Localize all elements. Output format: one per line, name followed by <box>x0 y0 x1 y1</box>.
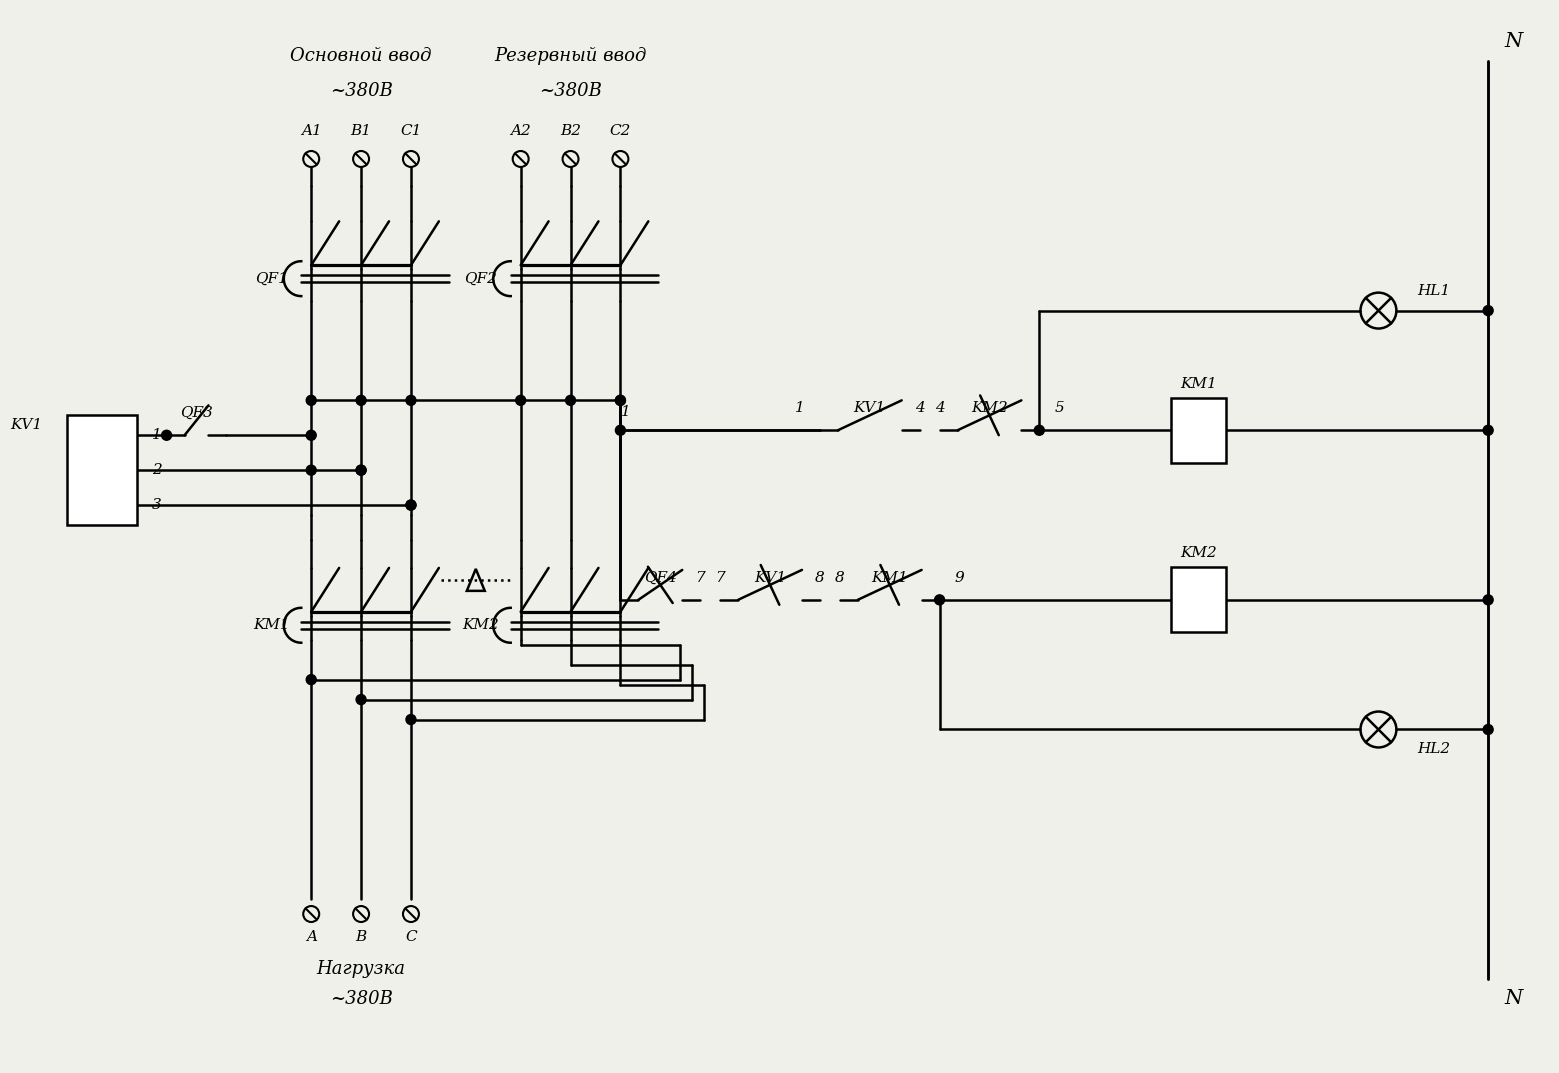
Circle shape <box>306 395 316 406</box>
Circle shape <box>355 466 366 475</box>
Circle shape <box>355 395 366 406</box>
Circle shape <box>934 594 945 605</box>
Text: ~380В: ~380В <box>539 83 602 100</box>
Text: 7: 7 <box>695 571 705 585</box>
Circle shape <box>566 395 575 406</box>
Text: HL1: HL1 <box>1417 283 1450 297</box>
Circle shape <box>306 430 316 440</box>
Circle shape <box>405 715 416 724</box>
Bar <box>67 415 137 525</box>
Bar <box>1171 398 1227 462</box>
Circle shape <box>1483 724 1494 735</box>
Circle shape <box>405 500 416 510</box>
Text: 3: 3 <box>151 498 162 512</box>
Text: KV1: KV1 <box>9 418 42 432</box>
Text: KM2: KM2 <box>1180 546 1218 560</box>
Text: A1: A1 <box>301 124 321 138</box>
Bar <box>1171 568 1227 632</box>
Text: C: C <box>405 930 416 944</box>
Text: 4: 4 <box>934 401 945 415</box>
Text: 8: 8 <box>836 571 845 585</box>
Circle shape <box>355 694 366 705</box>
Text: N: N <box>1504 989 1522 1009</box>
Text: A2: A2 <box>510 124 532 138</box>
Text: B: B <box>355 930 366 944</box>
Text: Нагрузка: Нагрузка <box>316 960 405 978</box>
Text: C2: C2 <box>610 124 631 138</box>
Text: N: N <box>1504 32 1522 50</box>
Text: 4: 4 <box>915 401 924 415</box>
Circle shape <box>616 425 625 436</box>
Text: KM1: KM1 <box>871 571 907 585</box>
Text: 2: 2 <box>151 464 162 477</box>
Text: QF1: QF1 <box>254 271 288 285</box>
Text: KM2: KM2 <box>971 401 1007 415</box>
Text: 8: 8 <box>815 571 825 585</box>
Text: Основной ввод: Основной ввод <box>290 47 432 65</box>
Text: KM1: KM1 <box>253 618 290 632</box>
Circle shape <box>355 466 366 475</box>
Circle shape <box>1483 306 1494 315</box>
Circle shape <box>616 395 625 406</box>
Circle shape <box>1483 594 1494 605</box>
Text: 5: 5 <box>1054 401 1065 415</box>
Circle shape <box>162 430 171 440</box>
Text: 1: 1 <box>620 406 630 420</box>
Text: 1: 1 <box>151 428 162 442</box>
Text: ~380В: ~380В <box>329 83 393 100</box>
Circle shape <box>516 395 525 406</box>
Circle shape <box>306 466 316 475</box>
Text: KV1: KV1 <box>854 401 886 415</box>
Text: 9: 9 <box>954 571 965 585</box>
Text: C1: C1 <box>401 124 421 138</box>
Text: QF3: QF3 <box>181 407 214 421</box>
Text: KV1: KV1 <box>755 571 786 585</box>
Text: Резервный ввод: Резервный ввод <box>494 47 647 65</box>
Text: 1: 1 <box>795 401 804 415</box>
Text: B2: B2 <box>560 124 582 138</box>
Circle shape <box>306 675 316 685</box>
Text: KM2: KM2 <box>463 618 499 632</box>
Text: QF4: QF4 <box>644 571 677 585</box>
Circle shape <box>405 395 416 406</box>
Text: B1: B1 <box>351 124 371 138</box>
Circle shape <box>1034 425 1045 436</box>
Text: QF2: QF2 <box>465 271 497 285</box>
Circle shape <box>1483 425 1494 436</box>
Text: ~380В: ~380В <box>329 989 393 1008</box>
Circle shape <box>405 500 416 510</box>
Text: 7: 7 <box>716 571 725 585</box>
Text: A: A <box>306 930 316 944</box>
Text: HL2: HL2 <box>1417 743 1450 756</box>
Circle shape <box>616 395 625 406</box>
Text: KM1: KM1 <box>1180 377 1218 391</box>
